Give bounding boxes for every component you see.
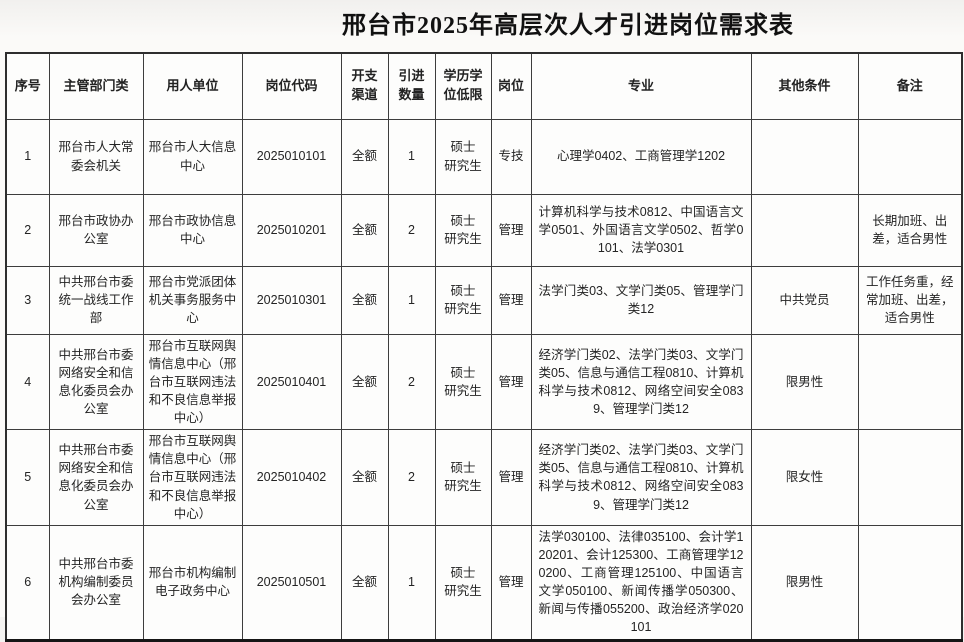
cell-department: 中共邢台市委机构编制委员会办公室 xyxy=(48,524,144,641)
cell-channel: 全额 xyxy=(340,524,389,641)
cell-remark: 工作任务重，经常加班、出差，适合男性 xyxy=(857,265,963,335)
cell-employer: 邢台市机构编制电子政务中心 xyxy=(142,524,243,641)
cell-employer: 邢台市政协信息中心 xyxy=(142,193,243,267)
cell-seq: 2 xyxy=(5,193,50,267)
table-header-row: 序号 主管部门类 用人单位 岗位代码 开支 渠道 引进 数量 学历学 位低限 岗位 专业 其他条件… xyxy=(5,52,963,120)
cell-major: 经济学门类02、法学门类03、文学门类05、信息与通信工程0810、计算机科学与… xyxy=(530,429,752,526)
cell-seq: 3 xyxy=(5,265,50,335)
cell-major: 经济学门类02、法学门类03、文学门类05、信息与通信工程0810、计算机科学与… xyxy=(530,333,752,431)
cell-employer: 邢台市党派团体机关事务服务中心 xyxy=(142,265,243,335)
column-header-quantity: 引进 数量 xyxy=(387,52,436,120)
column-header-major: 专业 xyxy=(530,52,752,120)
cell-code: 2025010201 xyxy=(241,193,342,267)
cell-quantity: 1 xyxy=(387,265,436,335)
cell-quantity: 2 xyxy=(387,193,436,267)
cell-post: 管理 xyxy=(490,333,532,431)
column-header-degree: 学历学 位低限 xyxy=(434,52,492,120)
cell-post: 管理 xyxy=(490,193,532,267)
table-row: 2 邢台市政协办公室 邢台市政协信息中心 2025010201 全额 2 硕士 研究生 管理计… xyxy=(5,193,963,267)
cell-other: 限男性 xyxy=(750,524,859,641)
cell-seq: 4 xyxy=(5,333,50,431)
cell-code: 2025010401 xyxy=(241,333,342,431)
cell-seq: 5 xyxy=(5,429,50,526)
cell-code: 2025010301 xyxy=(241,265,342,335)
cell-department: 邢台市政协办公室 xyxy=(48,193,144,267)
cell-remark xyxy=(857,524,963,641)
cell-seq: 6 xyxy=(5,524,50,641)
cell-quantity: 2 xyxy=(387,429,436,526)
cell-seq: 1 xyxy=(5,118,50,195)
cell-degree: 硕士 研究生 xyxy=(434,524,492,641)
cell-major: 法学030100、法律035100、会计学120201、会计125300、工商管… xyxy=(530,524,752,641)
cell-other xyxy=(750,193,859,267)
column-header-department: 主管部门类 xyxy=(48,52,144,120)
cell-degree: 硕士 研究生 xyxy=(434,265,492,335)
cell-department: 邢台市人大常委会机关 xyxy=(48,118,144,195)
cell-degree: 硕士 研究生 xyxy=(434,429,492,526)
cell-employer: 邢台市人大信息中心 xyxy=(142,118,243,195)
cell-code: 2025010402 xyxy=(241,429,342,526)
cell-major: 计算机科学与技术0812、中国语言文学0501、外国语言文学0502、哲学010… xyxy=(530,193,752,267)
cell-employer: 邢台市互联网舆情信息中心（邢台市互联网违法和不良信息举报中心） xyxy=(142,333,243,431)
cell-major: 法学门类03、文学门类05、管理学门类12 xyxy=(530,265,752,335)
column-header-post: 岗位 xyxy=(490,52,532,120)
cell-other xyxy=(750,118,859,195)
page-title: 邢台市2025年高层次人才引进岗位需求表 xyxy=(342,13,794,39)
cell-degree: 硕士 研究生 xyxy=(434,193,492,267)
cell-employer: 邢台市互联网舆情信息中心（邢台市互联网违法和不良信息举报中心） xyxy=(142,429,243,526)
cell-channel: 全额 xyxy=(340,193,389,267)
column-header-code: 岗位代码 xyxy=(241,52,342,120)
column-header-remark: 备注 xyxy=(857,52,963,120)
cell-remark: 长期加班、出差，适合男性 xyxy=(857,193,963,267)
cell-other: 限女性 xyxy=(750,429,859,526)
cell-post: 管理 xyxy=(490,429,532,526)
table-row: 6 中共邢台市委机构编制委员会办公室 邢台市机构编制电子政务中心 2025010501… xyxy=(5,524,963,641)
cell-channel: 全额 xyxy=(340,118,389,195)
column-header-employer: 用人单位 xyxy=(142,52,243,120)
cell-post: 管理 xyxy=(490,265,532,335)
table-row: 1 邢台市人大常委会机关 邢台市人大信息中心 2025010101 全额 1 硕士 研究生专… xyxy=(5,118,963,195)
column-header-seq: 序号 xyxy=(5,52,50,120)
cell-code: 2025010101 xyxy=(241,118,342,195)
cell-post: 管理 xyxy=(490,524,532,641)
cell-remark xyxy=(857,118,963,195)
cell-quantity: 2 xyxy=(387,333,436,431)
cell-other: 中共党员 xyxy=(750,265,859,335)
cell-department: 中共邢台市委网络安全和信息化委员会办公室 xyxy=(48,429,144,526)
cell-degree: 硕士 研究生 xyxy=(434,118,492,195)
cell-major: 心理学0402、工商管理学1202 xyxy=(530,118,752,195)
table-row: 5 中共邢台市委网络安全和信息化委员会办公室 邢台市互联网舆情信息中心（邢台市互联网… xyxy=(5,429,963,526)
cell-channel: 全额 xyxy=(340,265,389,335)
cell-department: 中共邢台市委统一战线工作部 xyxy=(48,265,144,335)
column-header-channel: 开支 渠道 xyxy=(340,52,389,120)
table-row: 3 中共邢台市委统一战线工作部 邢台市党派团体机关事务服务中心 2025010301 全… xyxy=(5,265,963,335)
cell-other: 限男性 xyxy=(750,333,859,431)
cell-channel: 全额 xyxy=(340,333,389,431)
table-row: 4 中共邢台市委网络安全和信息化委员会办公室 邢台市互联网舆情信息中心（邢台市互联网… xyxy=(5,333,963,431)
cell-quantity: 1 xyxy=(387,118,436,195)
column-header-other: 其他条件 xyxy=(750,52,859,120)
cell-remark xyxy=(857,333,963,431)
positions-table: 序号 主管部门类 用人单位 岗位代码 开支 渠道 引进 数量 学历学 位低限 岗位 专业 其他条件… xyxy=(5,52,963,642)
table-body: 1 邢台市人大常委会机关 邢台市人大信息中心 2025010101 全额 1 硕士 研究生专… xyxy=(5,118,963,641)
cell-department: 中共邢台市委网络安全和信息化委员会办公室 xyxy=(48,333,144,431)
cell-degree: 硕士 研究生 xyxy=(434,333,492,431)
cell-post: 专技 xyxy=(490,118,532,195)
cell-remark xyxy=(857,429,963,526)
cell-channel: 全额 xyxy=(340,429,389,526)
cell-quantity: 1 xyxy=(387,524,436,641)
cell-code: 2025010501 xyxy=(241,524,342,641)
